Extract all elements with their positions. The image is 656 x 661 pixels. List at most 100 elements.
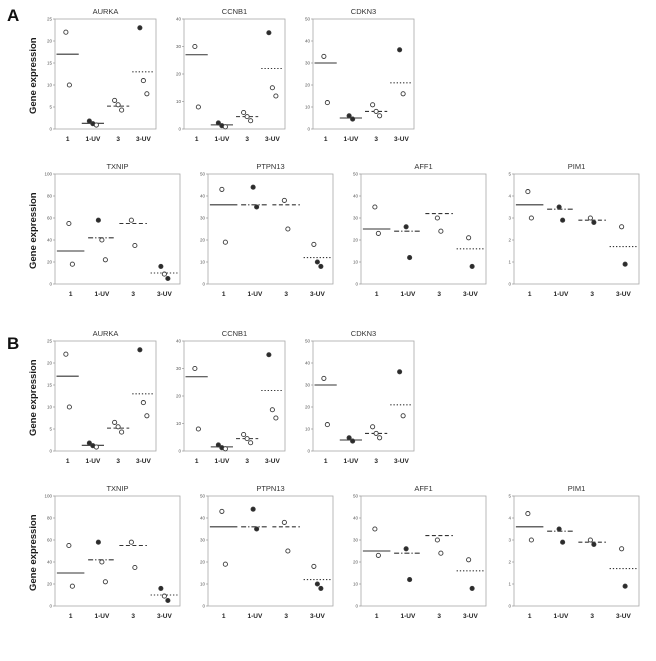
data-point-filled [346,435,352,441]
panel-b-label: B [7,334,20,353]
x-tick-label: 1 [324,458,328,465]
data-point-filled [622,583,628,589]
y-tick-label: 20 [353,560,359,565]
y-tick-label: 0 [355,604,358,609]
data-point-open [128,539,134,545]
data-point-open [438,228,444,234]
y-tick-label: 20 [305,83,311,88]
data-point-filled [560,539,566,545]
data-point-open [69,583,75,589]
x-tick-label: 3-UV [310,613,325,620]
plot-aff1: AFF1 0 10 20 30 40 50 1 1-UV 3 3-UV [353,484,487,620]
y-tick-label: 20 [353,238,359,243]
data-point-open [195,104,201,110]
y-tick-label: 3 [508,538,511,543]
data-point-open [377,113,383,119]
data-point-open [102,579,108,585]
data-point-open [102,257,108,263]
x-tick-label: 3-UV [616,291,631,298]
data-point-open [273,415,279,421]
y-tick-label: 20 [47,582,53,587]
data-point-filled [266,30,272,36]
data-point-filled [560,217,566,223]
y-tick-label: 10 [47,83,53,88]
data-point-open [69,261,75,267]
data-point-filled [350,116,356,122]
data-point-open [438,550,444,556]
data-point-open [466,235,472,241]
data-point-open [466,557,472,563]
data-point-open [311,563,317,569]
plot-txnip: TXNIP 0 20 40 60 80 100 1 1-UV 3 3-UV [44,162,181,298]
plot-title: PTPN13 [256,484,284,493]
data-point-open [619,224,625,230]
data-point-open [370,102,376,108]
y-tick-label: 0 [202,282,205,287]
x-tick-label: 1-UV [247,291,262,298]
data-point-open [269,407,275,413]
x-tick-label: 3-UV [616,613,631,620]
data-point-open [248,440,254,446]
data-point-filled [318,585,324,591]
data-point-open [525,189,531,195]
y-tick-label: 80 [47,194,53,199]
y-tick-label: 30 [176,44,182,49]
data-point-filled [86,118,92,124]
panel-b-row-1: Gene expression AURKA 0 5 10 15 20 25 1 1-UV 3 3-U… [26,328,656,467]
y-tick-label: 10 [305,427,311,432]
y-tick-label: 30 [305,61,311,66]
y-tick-label: 50 [353,172,359,177]
y-tick-label: 40 [353,194,359,199]
data-point-filled [346,113,352,119]
data-point-open [285,548,291,554]
plot-ccnb1: CCNB1 0 10 20 30 40 1 1-UV 3 3-UV [176,7,286,143]
x-tick-label: 3-UV [136,136,151,143]
data-point-open [373,430,379,436]
data-point-open [370,424,376,430]
x-tick-label: 3 [590,291,594,298]
plot-txnip: TXNIP 0 20 40 60 80 100 1 1-UV 3 3-UV [44,484,181,620]
plot-aff1: AFF1 0 10 20 30 40 50 1 1-UV 3 3-UV [353,162,487,298]
y-tick-label: 20 [47,39,53,44]
data-point-filled [556,526,562,532]
y-tick-label: 40 [176,339,182,344]
y-tick-label: 5 [508,494,511,499]
y-tick-label: 20 [176,394,182,399]
y-tick-label: 0 [49,127,52,132]
y-tick-label: 40 [200,194,206,199]
y-tick-label: 4 [508,194,511,199]
data-point-filled [254,204,260,210]
data-point-filled [314,259,320,265]
y-tick-label: 100 [44,494,52,499]
x-tick-label: 1 [66,136,70,143]
panel-a-row-2: Gene expression TXNIP 0 20 40 60 80 100 1 1-UV 3 3… [26,161,656,300]
x-tick-label: 3 [116,136,120,143]
y-tick-label: 2 [508,238,511,243]
data-point-open [63,29,69,35]
x-tick-label: 1-UV [400,613,415,620]
plot-title: AFF1 [414,484,432,493]
y-tick-label: 40 [353,516,359,521]
y-tick-label: 0 [202,604,205,609]
data-point-open [128,217,134,223]
y-tick-label: 10 [176,99,182,104]
plot-title: PIM1 [568,484,586,493]
data-point-open [99,559,105,565]
data-point-open [144,413,150,419]
data-point-open [119,429,125,435]
x-tick-label: 3-UV [157,291,172,298]
y-tick-label: 25 [47,339,53,344]
data-point-filled [397,47,403,53]
x-tick-label: 3 [245,136,249,143]
x-tick-label: 3-UV [394,458,409,465]
panel-a: A Gene expression AURKA 0 5 10 15 20 25 1 1-UV 3 3… [0,0,656,300]
x-tick-label: 3 [245,458,249,465]
plot-title: CDKN3 [351,329,376,338]
plot-ptpn13: PTPN13 0 10 20 30 40 50 1 1-UV 3 3-UV [200,484,334,620]
x-tick-label: 1 [195,136,199,143]
y-tick-label: 20 [47,361,53,366]
y-tick-label: 0 [49,604,52,609]
y-tick-label: 30 [200,216,206,221]
x-tick-label: 3-UV [463,291,478,298]
data-point-filled [158,263,164,269]
